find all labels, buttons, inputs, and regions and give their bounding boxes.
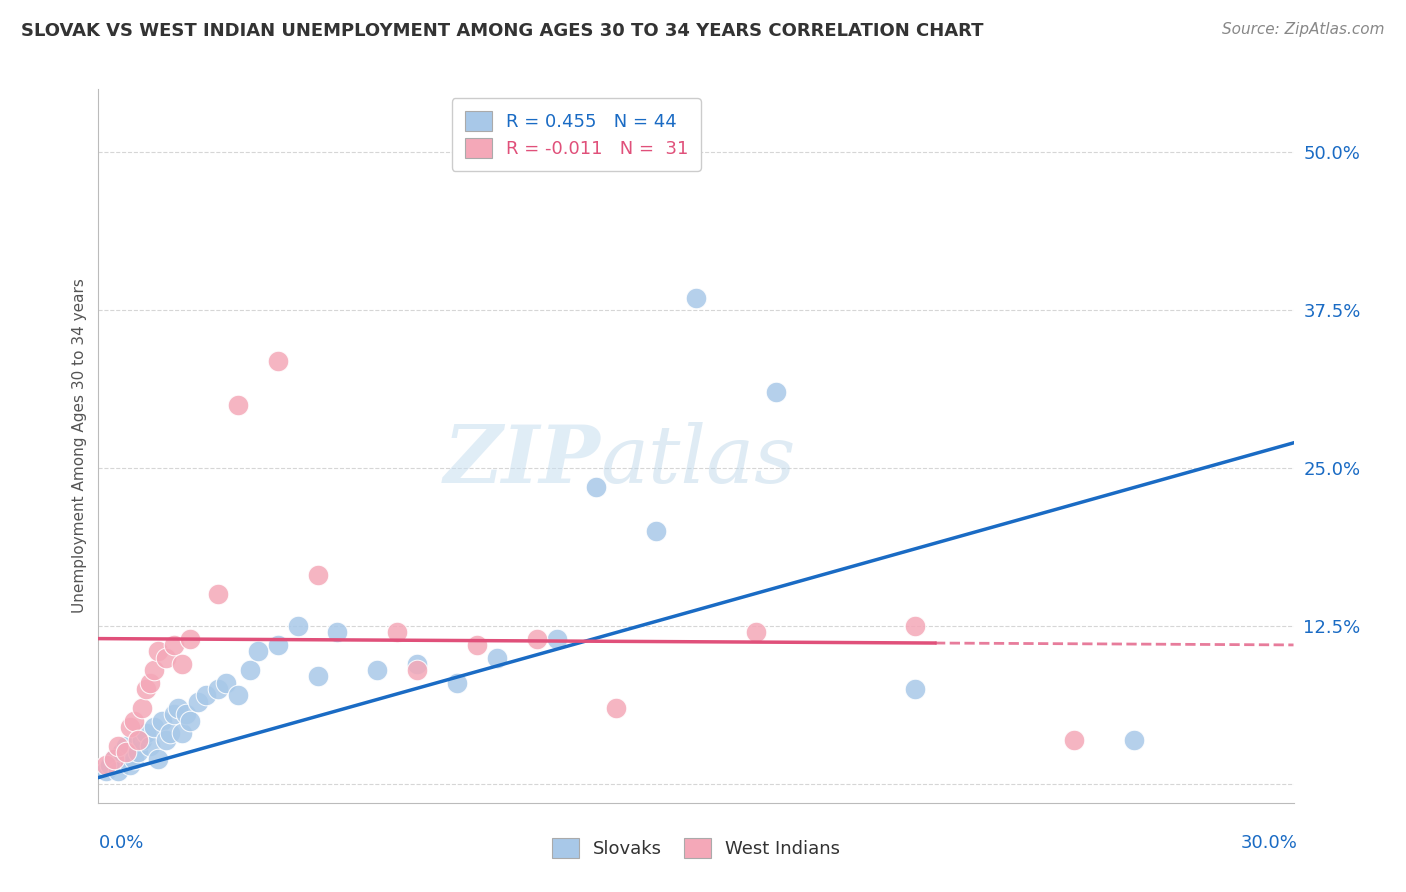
Point	[239, 663, 262, 677]
Point	[155, 650, 177, 665]
Point	[115, 745, 138, 759]
Point	[385, 625, 409, 640]
Point	[107, 739, 129, 753]
Point	[163, 638, 186, 652]
Point	[904, 619, 927, 633]
Point	[526, 632, 548, 646]
Point	[131, 701, 153, 715]
Point	[226, 689, 249, 703]
Text: ZIP: ZIP	[443, 422, 600, 499]
Point	[127, 732, 149, 747]
Y-axis label: Unemployment Among Ages 30 to 34 years: Unemployment Among Ages 30 to 34 years	[72, 278, 87, 614]
Point	[127, 745, 149, 759]
Point	[446, 675, 468, 690]
Point	[96, 764, 118, 779]
Point	[745, 625, 768, 640]
Point	[546, 632, 568, 646]
Point	[98, 758, 122, 772]
Point	[120, 720, 142, 734]
Legend: Slovaks, West Indians: Slovaks, West Indians	[544, 830, 848, 865]
Point	[135, 726, 157, 740]
Point	[685, 291, 707, 305]
Point	[485, 650, 508, 665]
Point	[167, 701, 190, 715]
Point	[287, 619, 309, 633]
Point	[605, 701, 627, 715]
Point	[115, 739, 138, 753]
Point	[207, 587, 229, 601]
Point	[904, 682, 927, 697]
Point	[120, 758, 142, 772]
Point	[226, 398, 249, 412]
Point	[148, 751, 170, 765]
Point	[187, 695, 209, 709]
Text: atlas: atlas	[600, 422, 796, 499]
Point	[326, 625, 349, 640]
Point	[765, 385, 787, 400]
Point	[267, 638, 290, 652]
Point	[139, 739, 162, 753]
Point	[1123, 732, 1146, 747]
Point	[124, 751, 146, 765]
Point	[124, 714, 146, 728]
Point	[645, 524, 668, 539]
Point	[207, 682, 229, 697]
Point	[179, 714, 201, 728]
Point	[148, 644, 170, 658]
Point	[195, 689, 218, 703]
Point	[267, 353, 290, 368]
Point	[307, 568, 329, 582]
Point	[179, 632, 201, 646]
Text: SLOVAK VS WEST INDIAN UNEMPLOYMENT AMONG AGES 30 TO 34 YEARS CORRELATION CHART: SLOVAK VS WEST INDIAN UNEMPLOYMENT AMONG…	[21, 22, 984, 40]
Point	[103, 751, 125, 765]
Point	[143, 663, 166, 677]
Point	[406, 657, 429, 671]
Point	[103, 751, 125, 765]
Point	[143, 720, 166, 734]
Point	[465, 638, 488, 652]
Point	[111, 745, 134, 759]
Text: 30.0%: 30.0%	[1241, 834, 1298, 852]
Text: 0.0%: 0.0%	[98, 834, 143, 852]
Point	[107, 764, 129, 779]
Point	[172, 657, 194, 671]
Point	[585, 480, 607, 494]
Point	[150, 714, 173, 728]
Point	[246, 644, 269, 658]
Point	[307, 669, 329, 683]
Point	[96, 758, 118, 772]
Point	[159, 726, 181, 740]
Point	[1063, 732, 1085, 747]
Point	[135, 682, 157, 697]
Point	[155, 732, 177, 747]
Point	[174, 707, 197, 722]
Point	[215, 675, 238, 690]
Point	[131, 732, 153, 747]
Point	[163, 707, 186, 722]
Point	[172, 726, 194, 740]
Point	[139, 675, 162, 690]
Text: Source: ZipAtlas.com: Source: ZipAtlas.com	[1222, 22, 1385, 37]
Point	[366, 663, 388, 677]
Point	[406, 663, 429, 677]
